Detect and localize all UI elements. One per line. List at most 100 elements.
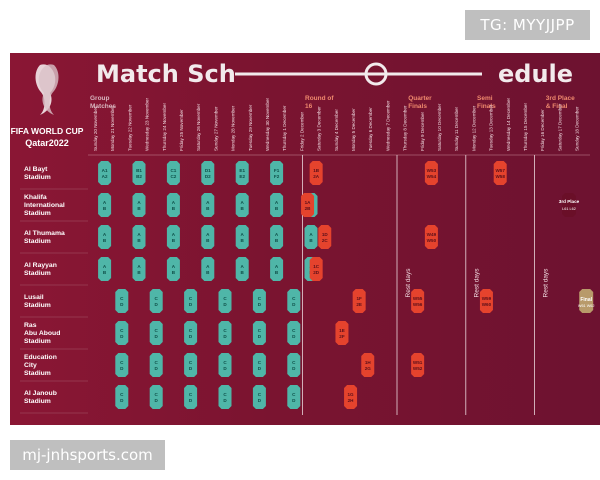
match-label: C [258,296,262,301]
match-label: D [292,334,296,339]
group-match [201,193,215,217]
group-match [166,257,180,281]
group-match [252,321,266,345]
group-match [201,257,215,281]
stadium-label: Abu Aboud [24,330,60,337]
group-match [201,225,215,249]
match-label: D [223,398,227,403]
match-label: B [137,238,141,243]
schedule-graphic: FIFA WORLD CUP Qatar2022 Match Sch edule… [11,60,595,415]
match-label: D [120,398,124,403]
stadium-label: International [24,202,65,209]
date-label: Tuesday 6 December [368,107,373,151]
match-label: B [241,238,245,243]
group-match [132,225,146,249]
date-label: Tuesday 13 December [489,104,494,151]
match-label: C [189,328,193,333]
date-label: Wednesday 7 December [385,100,390,151]
stadium-label: Education [24,354,57,361]
date-label: Tuesday 29 November [248,104,253,151]
match-label: A [172,264,176,269]
date-label: Thursday 8 December [403,105,408,151]
match-label: C [223,360,227,365]
quarter-final-match [411,353,425,377]
match-label: D [120,302,124,307]
group-match [132,193,146,217]
stadium-label: Stadium [24,270,51,277]
match-label: B [103,206,107,211]
match-label: B [137,206,141,211]
match-label: 2E [356,302,362,307]
group-match [184,321,198,345]
group-match [287,321,301,345]
group-match [304,225,318,249]
watermark-site: mj-jnhsports.com [10,440,165,470]
match-label: D [292,398,296,403]
match-schedule-poster: FIFA WORLD CUP Qatar2022 Match Sch edule… [10,53,600,425]
match-label: B [275,270,279,275]
date-label: Wednesday 14 December [506,98,511,151]
match-label: A [241,264,245,269]
match-label: C [292,296,296,301]
title-right: edule [498,60,573,88]
group-match [218,321,232,345]
date-label: Thursday 1 December [282,105,287,151]
match-label: C [120,360,124,365]
final-match [579,289,594,313]
date-label: Sunday 20 November [93,106,98,151]
group-match [149,353,163,377]
round-of-16-match [301,193,315,217]
date-label: Friday 16 December [540,109,545,151]
stadium-label: Stadium [24,210,51,217]
match-label: W50 [427,238,437,243]
date-label: Monday 21 November [110,105,115,151]
third-place-sub: L61 L62 [562,207,576,211]
date-label: Wednesday 23 November [145,98,150,151]
match-label: A [275,200,279,205]
rest-days-label: Rest days [542,268,549,298]
match-label: D [189,334,193,339]
match-label: C [258,360,262,365]
date-label: Sunday 4 December [334,109,339,151]
group-match [115,321,129,345]
stage-label: Group [90,95,110,102]
match-label: A [206,200,210,205]
match-label: 1A [305,200,312,205]
group-match [218,353,232,377]
date-label: Saturday 3 December [317,106,322,151]
stage-label: Quarter [408,95,432,102]
match-label: W59 [482,296,492,301]
match-label: W58 [495,174,505,179]
world-cup-logo-icon [35,64,59,115]
date-label: Sunday 27 November [213,106,218,151]
match-label: B [172,270,176,275]
group-match [235,225,249,249]
match-label: B [275,206,279,211]
match-label: C [292,392,296,397]
match-label: W56 [413,302,423,307]
match-label: A [206,232,210,237]
match-label: B [103,238,107,243]
match-label: B [309,238,313,243]
round-of-16-match [309,161,323,185]
match-label: A [206,264,210,269]
final-sub: W61 W62 [578,304,595,308]
match-label: D2 [205,174,211,179]
match-label: B [137,270,141,275]
match-label: B [241,270,245,275]
group-match [235,257,249,281]
match-label: W60 [482,302,492,307]
group-match [235,193,249,217]
stadium-label: Lusail [24,294,44,301]
stage-label: Matches [90,103,116,110]
date-label: Saturday 17 December [557,103,562,151]
match-label: A [241,232,245,237]
stadium-label: Ras [24,322,37,329]
match-label: W55 [413,296,423,301]
match-label: B [172,206,176,211]
group-match [184,353,198,377]
match-label: W57 [495,168,505,173]
match-label: 2F [339,334,345,339]
match-label: A [103,200,107,205]
match-label: C [155,328,159,333]
